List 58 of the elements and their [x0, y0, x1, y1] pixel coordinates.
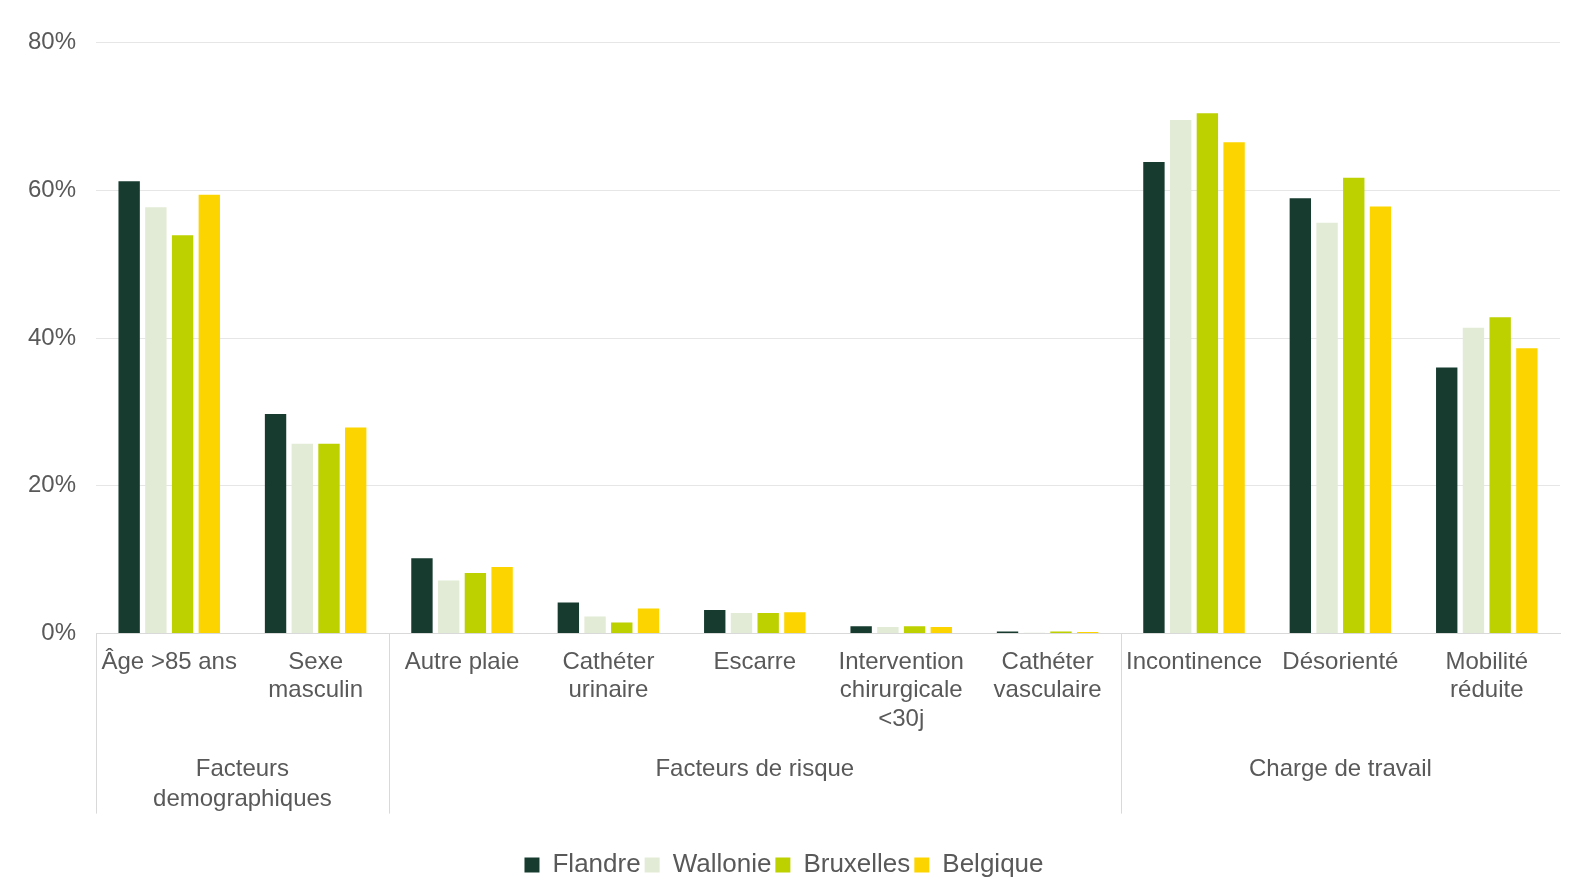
x-tick-label: Désorienté: [1282, 646, 1399, 674]
bar: [118, 181, 140, 634]
bar: [1169, 120, 1192, 634]
bar: [1196, 113, 1219, 634]
x-tick-label: Autre plaie: [404, 646, 520, 674]
bar: [1343, 177, 1365, 634]
x-tick-label: Cathéter urinaire: [562, 646, 655, 703]
bar: [557, 602, 580, 634]
bar: [637, 608, 660, 634]
y-tick-label: 60%: [27, 174, 77, 202]
x-tick-label: Incontinence: [1125, 646, 1263, 674]
bar: [1369, 206, 1392, 634]
bar: [611, 622, 633, 634]
y-tick-label: 0%: [41, 618, 77, 646]
bar: [1489, 317, 1511, 634]
x-tick-label: Âge >85 ans: [101, 646, 237, 674]
x-tick-label: Cathéter vasculaire: [993, 646, 1102, 703]
bar: [291, 443, 313, 634]
bar: [411, 558, 433, 634]
bar: [491, 567, 513, 634]
legend-label: Bruxelles: [803, 848, 911, 879]
y-tick-label: 80%: [27, 27, 77, 55]
x-tick-label: Escarre: [713, 646, 797, 674]
bar: [171, 235, 194, 634]
bar: [1436, 367, 1458, 634]
bar: [1143, 162, 1165, 634]
bar: [704, 609, 726, 634]
bar: [318, 443, 340, 634]
y-tick-label: 40%: [27, 322, 77, 350]
bar: [584, 616, 606, 634]
x-tick-label: Sexe masculin: [268, 646, 363, 703]
bar: [1462, 327, 1485, 634]
bar: [145, 207, 167, 634]
bar: [264, 414, 287, 634]
bar: [757, 612, 779, 634]
bar: [784, 612, 806, 634]
bar: [345, 427, 367, 634]
bar: [464, 573, 487, 634]
bar: [850, 626, 872, 634]
x-tick-label: Mobilité réduite: [1445, 646, 1529, 703]
bar: [1223, 142, 1245, 634]
x-tick-label: Intervention chirurgicale <30j: [838, 646, 964, 732]
bar: [930, 626, 952, 634]
legend-label: Belgique: [942, 848, 1044, 879]
text: Facteurs de risque: [655, 754, 855, 782]
bar: [877, 626, 899, 634]
bar: [903, 626, 926, 634]
text: Charge de travail: [1249, 754, 1432, 782]
legend-label: Wallonie: [672, 848, 772, 879]
bar: [730, 612, 753, 634]
bar: [1316, 222, 1338, 634]
bar: [437, 580, 460, 634]
text: Facteurs demographiques: [153, 754, 332, 812]
bar: [1516, 348, 1538, 634]
y-tick-label: 20%: [27, 470, 77, 498]
bar: [1289, 198, 1312, 634]
legend-label: Flandre: [552, 848, 641, 879]
bar: [198, 194, 220, 634]
